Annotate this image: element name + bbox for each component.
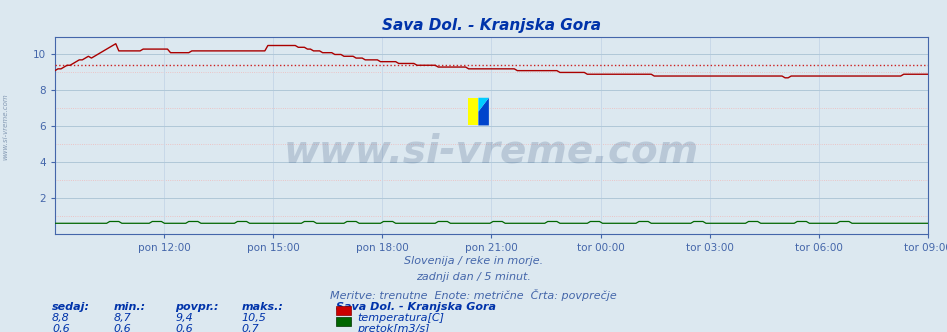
- Text: min.:: min.:: [114, 302, 146, 312]
- Text: sedaj:: sedaj:: [52, 302, 90, 312]
- Text: Slovenija / reke in morje.: Slovenija / reke in morje.: [404, 256, 543, 266]
- Polygon shape: [478, 98, 489, 112]
- Text: povpr.:: povpr.:: [175, 302, 219, 312]
- Text: www.si-vreme.com: www.si-vreme.com: [3, 93, 9, 160]
- Bar: [468, 98, 478, 125]
- Text: zadnji dan / 5 minut.: zadnji dan / 5 minut.: [416, 272, 531, 282]
- Polygon shape: [478, 98, 489, 125]
- Text: maks.:: maks.:: [241, 302, 283, 312]
- Title: Sava Dol. - Kranjska Gora: Sava Dol. - Kranjska Gora: [382, 18, 601, 33]
- Text: Sava Dol. - Kranjska Gora: Sava Dol. - Kranjska Gora: [336, 302, 496, 312]
- Text: 0,6: 0,6: [52, 324, 70, 332]
- Text: 8,7: 8,7: [114, 313, 132, 323]
- Text: pretok[m3/s]: pretok[m3/s]: [357, 324, 430, 332]
- Text: 0,7: 0,7: [241, 324, 259, 332]
- Text: www.si-vreme.com: www.si-vreme.com: [284, 132, 699, 170]
- Text: 9,4: 9,4: [175, 313, 193, 323]
- Text: 0,6: 0,6: [175, 324, 193, 332]
- Text: temperatura[C]: temperatura[C]: [357, 313, 444, 323]
- Text: 0,6: 0,6: [114, 324, 132, 332]
- Text: 8,8: 8,8: [52, 313, 70, 323]
- Text: Meritve: trenutne  Enote: metrične  Črta: povprečje: Meritve: trenutne Enote: metrične Črta: …: [331, 289, 616, 301]
- Text: 10,5: 10,5: [241, 313, 266, 323]
